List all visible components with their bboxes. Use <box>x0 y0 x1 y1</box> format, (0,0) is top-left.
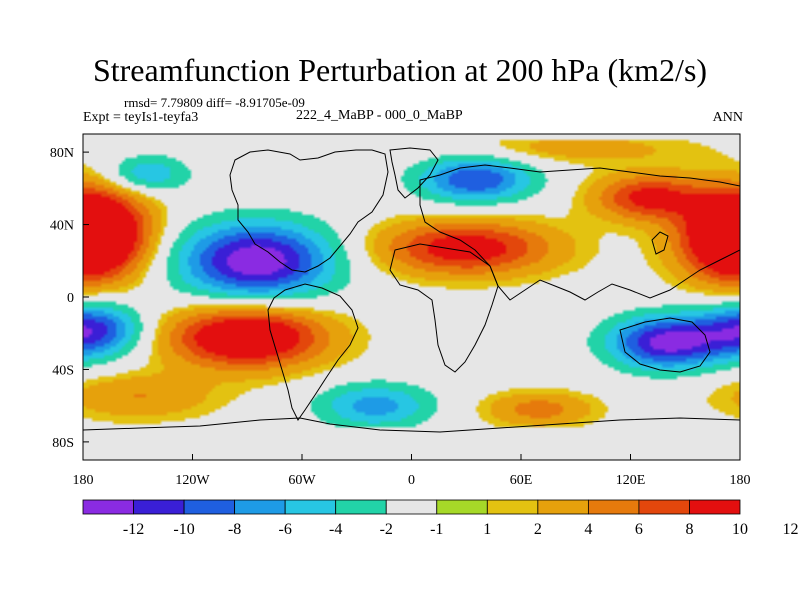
lon-axis: 180 120W 60W 0 60E 120E 180 <box>73 454 751 488</box>
coast-south-america <box>267 283 359 421</box>
colorbar-label: 6 <box>635 521 643 538</box>
lat-tick-label: 0 <box>67 291 74 306</box>
colorbar: -12 -10 -8 -6 -4 -2 -1 1 2 4 6 8 10 12 <box>82 499 799 538</box>
coast-eurasia <box>419 164 740 301</box>
colorbar-label: -10 <box>173 521 194 538</box>
colorbar-label: 4 <box>584 521 592 538</box>
colorbar-label: -6 <box>278 521 291 538</box>
lon-tick-label: 60E <box>510 473 533 488</box>
lon-tick-label: 60W <box>288 473 316 488</box>
lon-tick-label: 180 <box>73 473 94 488</box>
experiment-label: Expt = teyIs1-teyfa3 <box>83 110 199 125</box>
colorbar-label: 8 <box>685 521 693 538</box>
lon-tick-label: 180 <box>730 473 751 488</box>
colorbar-swatch <box>537 499 589 515</box>
lon-tick-label: 120W <box>175 473 210 488</box>
lat-tick-label: 40N <box>50 219 74 234</box>
colorbar-swatch <box>82 499 134 515</box>
lon-tick-label: 120E <box>616 473 646 488</box>
coast-japan <box>651 231 669 255</box>
colorbar-label: 2 <box>534 521 542 538</box>
colorbar-label: 12 <box>783 521 799 538</box>
colorbar-label: -1 <box>430 521 443 538</box>
lat-tick-label: 80S <box>52 436 74 451</box>
coast-north-america <box>229 149 389 273</box>
lat-tick-label: 80N <box>50 146 74 161</box>
colorbar-label: -2 <box>380 521 393 538</box>
lat-tick-label: 40S <box>52 363 74 378</box>
plot-title: Streamfunction Perturbation at 200 hPa (… <box>92 52 708 88</box>
colorbar-swatch <box>284 499 337 515</box>
colorbar-swatch <box>638 499 690 515</box>
lat-axis: 80N 40N 0 40S 80S <box>50 146 89 451</box>
colorbar-swatch <box>385 499 438 515</box>
coast-antarctica <box>83 417 740 433</box>
colorbar-label: 1 <box>483 521 491 538</box>
coast-australia <box>619 317 711 373</box>
coastlines <box>83 147 740 433</box>
colorbar-swatch <box>133 499 185 515</box>
colorbar-label: -12 <box>123 521 144 538</box>
lon-tick-label: 0 <box>408 473 415 488</box>
colorbar-label: 10 <box>732 521 748 538</box>
colorbar-swatch <box>436 499 488 515</box>
season-label: ANN <box>712 110 743 125</box>
case-label: 222_4_MaBP - 000_0_MaBP <box>296 108 463 123</box>
colorbar-swatch <box>587 499 640 515</box>
coast-greenland <box>389 147 439 199</box>
coast-africa <box>389 243 499 373</box>
colorbar-swatch <box>234 499 286 515</box>
stats-label: rmsd= 7.79809 diff= -8.91705e-09 <box>124 95 305 110</box>
colorbar-swatch <box>183 499 236 515</box>
colorbar-swatch <box>689 499 741 515</box>
colorbar-swatch <box>486 499 539 515</box>
colorbar-label: -4 <box>329 521 342 538</box>
colorbar-swatch <box>335 499 387 515</box>
colorbar-label: -8 <box>228 521 241 538</box>
streamfunction-field <box>83 134 740 460</box>
